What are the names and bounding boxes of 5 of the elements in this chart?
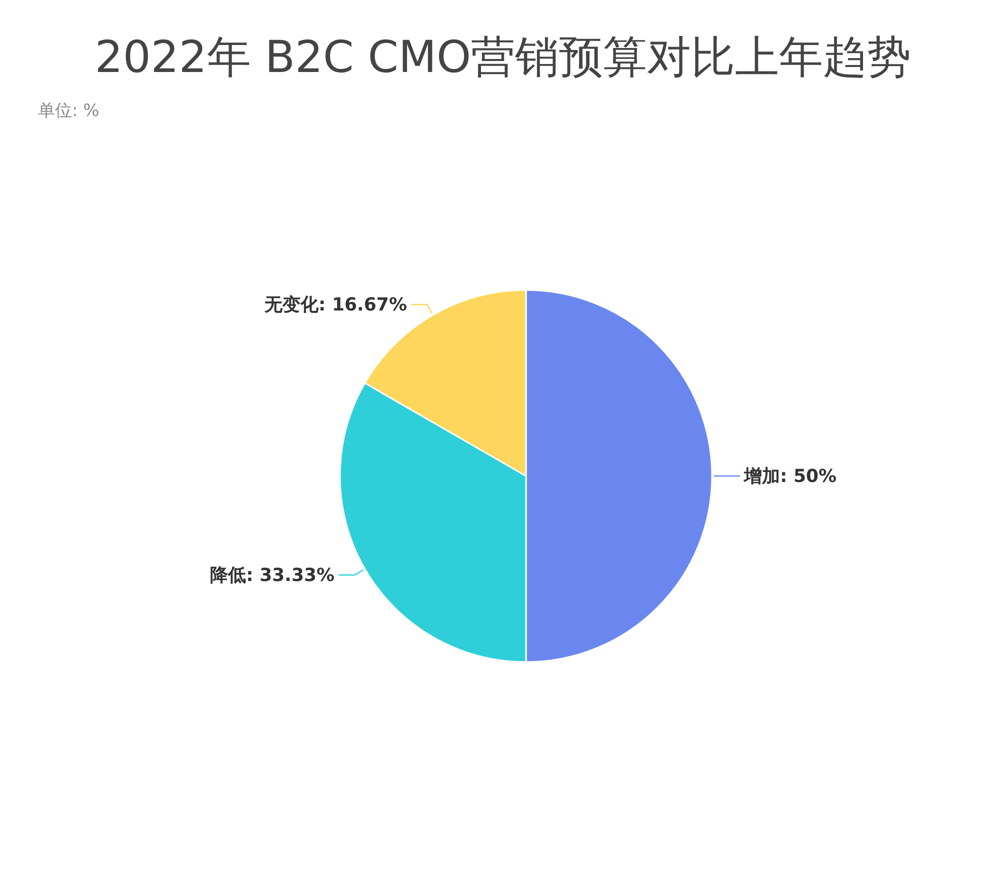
chart-title: 2022年 B2C CMO营销预算对比上年趋势 bbox=[94, 32, 912, 83]
slice-label: 降低: 33.33% bbox=[210, 565, 335, 586]
text: 单位: % bbox=[38, 101, 100, 121]
slice-label: 无变化: 16.67% bbox=[264, 294, 407, 316]
slice-label: 增加: 50% bbox=[743, 466, 837, 487]
